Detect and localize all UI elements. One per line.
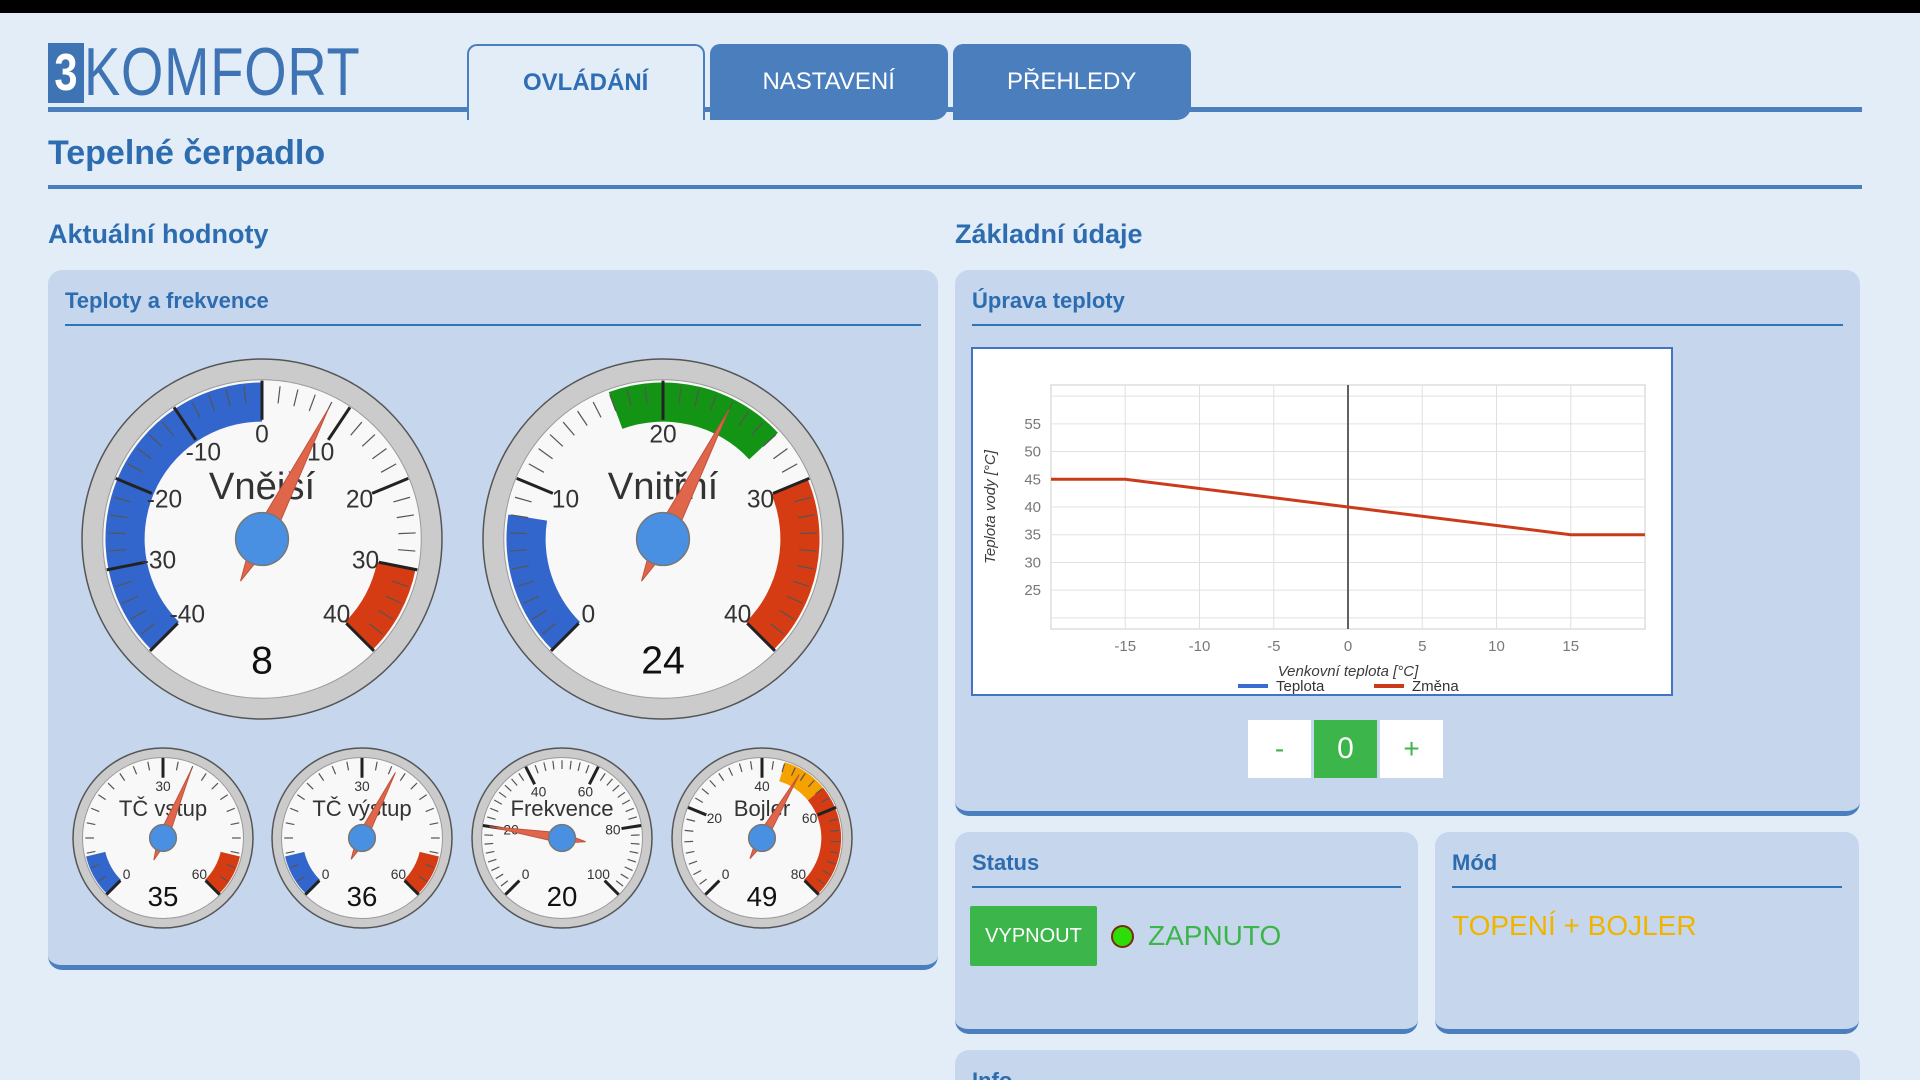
tab-nastaveni[interactable]: NASTAVENÍ <box>709 44 948 120</box>
gauge-outdoor: -40 -30 -20 -10 0 10 20 30 40 Vnější 8 <box>80 357 444 726</box>
svg-text:-10: -10 <box>186 439 222 466</box>
svg-text:60: 60 <box>578 785 594 800</box>
svg-text:55: 55 <box>1024 416 1041 433</box>
svg-text:-5: -5 <box>1267 638 1280 655</box>
top-bar <box>0 0 1920 13</box>
svg-text:0: 0 <box>123 867 131 882</box>
svg-text:40: 40 <box>724 602 751 629</box>
offset-minus-button[interactable]: - <box>1248 720 1311 778</box>
svg-text:Změna: Změna <box>1412 678 1459 694</box>
svg-text:TČ vstup: TČ vstup <box>119 796 207 821</box>
svg-text:80: 80 <box>791 867 807 882</box>
mode-panel: Mód TOPENÍ + BOJLER <box>1435 832 1859 1034</box>
svg-text:-40: -40 <box>170 602 206 629</box>
logo-badge: 3 <box>48 43 84 103</box>
svg-text:24: 24 <box>641 640 685 683</box>
page-title: Tepelné čerpadlo <box>48 134 326 172</box>
svg-text:35: 35 <box>148 881 179 912</box>
info-title: Info <box>955 1050 1860 1080</box>
svg-text:-10: -10 <box>1189 638 1211 655</box>
svg-text:100: 100 <box>587 867 610 882</box>
logo-text: KOMFORT <box>83 34 361 110</box>
svg-text:30: 30 <box>155 779 171 794</box>
tab-prehledy[interactable]: PŘEHLEDY <box>952 44 1191 120</box>
svg-text:-30: -30 <box>141 548 177 575</box>
gauge-frequency: 020406080100Frekvence20 <box>470 746 654 935</box>
gauges-panel-divider <box>65 324 921 326</box>
svg-text:5: 5 <box>1418 638 1426 655</box>
temp-offset-stepper: - 0 + <box>1248 720 1443 778</box>
svg-text:20: 20 <box>346 487 373 514</box>
svg-text:0: 0 <box>1344 638 1352 655</box>
heating-curve-chart: -15 -10 -5 0 5 10 15 25 30 35 40 45 50 55 Venkovní tep… <box>971 347 1673 696</box>
main-tabs: OVLÁDÁNÍ NASTAVENÍ PŘEHLEDY <box>466 44 1191 120</box>
status-panel: Status VYPNOUT ZAPNUTO <box>955 832 1418 1034</box>
svg-text:60: 60 <box>391 867 407 882</box>
power-off-button[interactable]: VYPNOUT <box>970 906 1097 966</box>
svg-text:36: 36 <box>347 881 378 912</box>
gauge-indoor: 0 10 20 30 40 Vnitřní 24 <box>481 357 845 726</box>
power-state-label: ZAPNUTO <box>1148 920 1282 951</box>
gauge-boiler: 0 20 40 60 80 Bojler 49 <box>670 746 854 935</box>
gauge-hp-outlet: 0 30 60 TČ výstup 36 <box>270 746 454 935</box>
title-divider <box>48 185 1862 189</box>
gauges-panel: Teploty a frekvence -40 -30 -20 -10 0 10 20 30 4… <box>48 270 938 970</box>
svg-text:0: 0 <box>522 867 530 882</box>
section-current-values: Aktuální hodnoty <box>48 219 269 249</box>
svg-text:0: 0 <box>722 867 730 882</box>
svg-text:60: 60 <box>192 867 208 882</box>
svg-text:40: 40 <box>531 785 547 800</box>
svg-text:50: 50 <box>1024 444 1041 461</box>
mode-value: TOPENÍ + BOJLER <box>1452 910 1697 941</box>
svg-text:0: 0 <box>322 867 330 882</box>
svg-text:Teplota vody [°C]: Teplota vody [°C] <box>982 449 999 564</box>
temp-adjust-title: Úprava teploty <box>972 288 1125 313</box>
svg-text:0: 0 <box>255 422 269 449</box>
offset-value: 0 <box>1314 720 1377 778</box>
svg-text:49: 49 <box>747 881 778 912</box>
gauges-panel-title: Teploty a frekvence <box>65 288 269 313</box>
svg-text:10: 10 <box>1488 638 1505 655</box>
svg-text:25: 25 <box>1024 582 1041 599</box>
status-title: Status <box>972 850 1040 875</box>
svg-text:20: 20 <box>649 422 676 449</box>
app-logo: 3 KOMFORT <box>48 34 361 110</box>
svg-text:40: 40 <box>1024 499 1041 516</box>
offset-plus-button[interactable]: + <box>1380 720 1443 778</box>
svg-text:Frekvence: Frekvence <box>510 796 613 821</box>
svg-text:45: 45 <box>1024 471 1041 488</box>
svg-text:20: 20 <box>547 881 578 912</box>
status-divider <box>972 886 1401 888</box>
svg-text:20: 20 <box>707 811 723 826</box>
app-header: 3 KOMFORT OVLÁDÁNÍ NASTAVENÍ PŘEHLEDY <box>48 13 1862 120</box>
mode-title: Mód <box>1452 850 1498 875</box>
svg-text:40: 40 <box>323 602 350 629</box>
svg-text:8: 8 <box>251 640 273 683</box>
svg-text:-20: -20 <box>147 487 183 514</box>
section-basic-data: Základní údaje <box>955 219 1143 249</box>
page-content: 3 KOMFORT OVLÁDÁNÍ NASTAVENÍ PŘEHLEDY Te… <box>0 13 1920 1080</box>
svg-text:TČ výstup: TČ výstup <box>312 796 411 821</box>
svg-text:30: 30 <box>352 548 379 575</box>
svg-text:60: 60 <box>802 811 818 826</box>
svg-text:10: 10 <box>552 487 579 514</box>
svg-text:30: 30 <box>1024 554 1041 571</box>
svg-text:Venkovní teplota [°C]: Venkovní teplota [°C] <box>1278 663 1419 680</box>
svg-text:Teplota: Teplota <box>1276 678 1325 694</box>
svg-text:15: 15 <box>1562 638 1579 655</box>
mode-divider <box>1452 886 1842 888</box>
temp-adjust-panel: Úprava teploty -15 -10 -5 0 5 10 15 25 30 35 40 45 5… <box>955 270 1860 816</box>
svg-text:35: 35 <box>1024 527 1041 544</box>
power-indicator-icon <box>1111 924 1134 948</box>
svg-text:30: 30 <box>354 779 370 794</box>
temp-adjust-divider <box>972 324 1843 326</box>
svg-text:-15: -15 <box>1114 638 1136 655</box>
info-panel: Info <box>955 1050 1860 1080</box>
svg-text:30: 30 <box>747 487 774 514</box>
svg-text:80: 80 <box>605 823 621 838</box>
svg-text:40: 40 <box>754 779 770 794</box>
tab-ovladani[interactable]: OVLÁDÁNÍ <box>466 44 705 120</box>
gauge-hp-inlet: 0 30 60 TČ vstup 35 <box>71 746 255 935</box>
svg-text:0: 0 <box>582 602 596 629</box>
